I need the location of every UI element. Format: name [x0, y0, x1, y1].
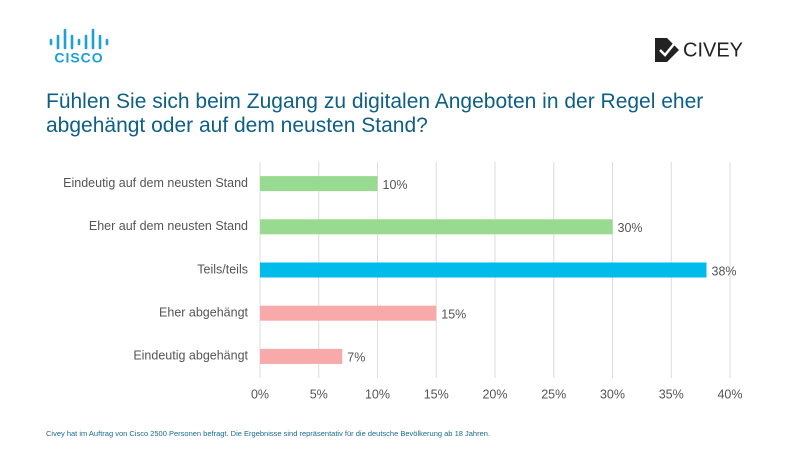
x-tick-label: 20% — [482, 387, 507, 401]
x-tick-label: 5% — [310, 387, 328, 401]
bar — [260, 176, 378, 192]
y-tick-label: Teils/teils — [197, 262, 248, 276]
y-tick-label: Eher auf dem neusten Stand — [89, 219, 248, 233]
value-label: 10% — [383, 178, 408, 192]
y-tick-label: Eher abgehängt — [159, 305, 248, 319]
value-label: 7% — [347, 351, 365, 365]
x-tick-label: 10% — [365, 387, 390, 401]
x-tick-label: 30% — [600, 387, 625, 401]
cisco-logo-text: CISCO — [54, 50, 103, 66]
bar — [260, 262, 707, 278]
y-tick-label: Eindeutig abgehängt — [133, 349, 248, 363]
y-tick-label: Eindeutig auf dem neusten Stand — [63, 176, 248, 190]
x-tick-label: 25% — [541, 387, 566, 401]
x-tick-label: 40% — [717, 387, 742, 401]
value-label: 15% — [441, 307, 466, 321]
bar — [260, 305, 437, 321]
footnote: Civey hat im Auftrag von Cisco 2500 Pers… — [46, 429, 491, 438]
civey-logo-text: CIVEY — [683, 39, 743, 61]
cisco-logo — [49, 28, 109, 50]
value-label: 30% — [618, 221, 643, 235]
bar — [260, 348, 343, 364]
x-tick-label: 35% — [659, 387, 684, 401]
civey-logo-icon — [655, 38, 679, 62]
bar — [260, 219, 613, 235]
value-label: 38% — [712, 264, 737, 278]
chart-title: Fühlen Sie sich beim Zugang zu digitalen… — [46, 90, 704, 137]
x-tick-label: 15% — [424, 387, 449, 401]
x-tick-label: 0% — [251, 387, 269, 401]
